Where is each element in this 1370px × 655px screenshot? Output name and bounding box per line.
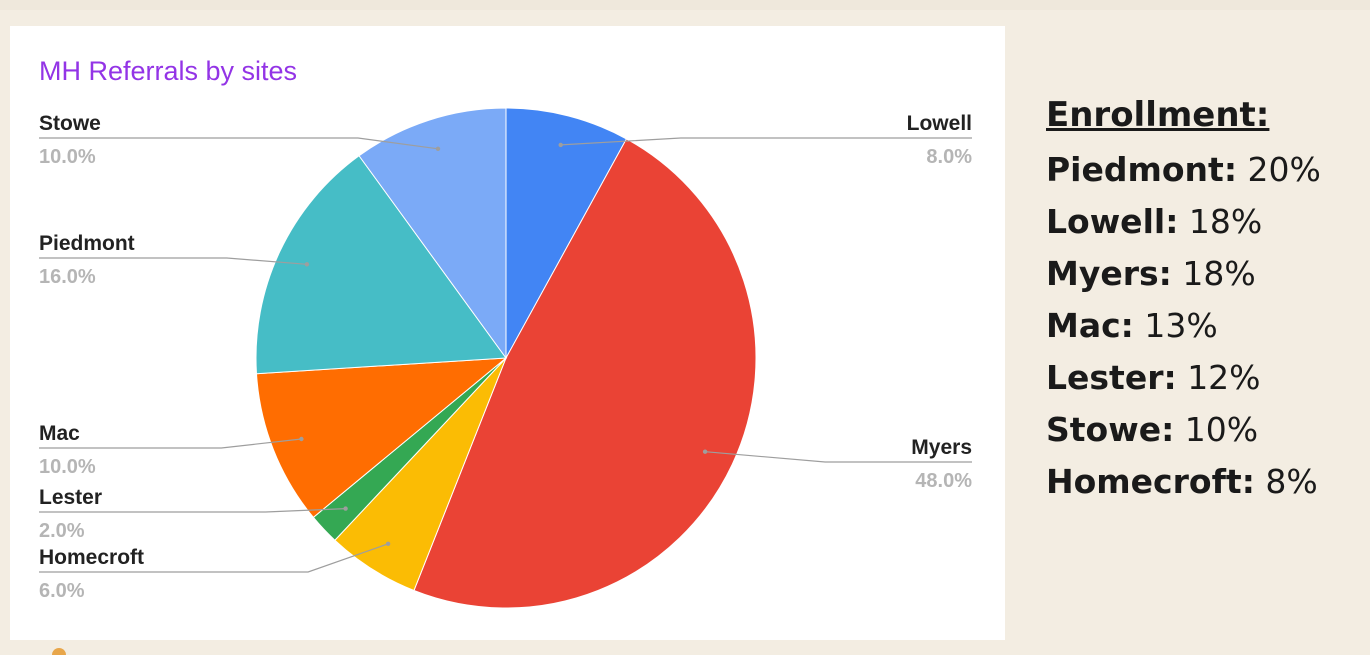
slice-pct-homecroft: 6.0% <box>39 580 85 602</box>
pie-chart-card: Lowell 8.0% Myers 48.0% Homecroft 6.0% Lester 2… <box>10 26 1005 640</box>
enrollment-row: Stowe: 10% <box>1046 404 1366 456</box>
leader-line-myers <box>705 451 972 463</box>
enrollment-pct: 8% <box>1265 462 1318 501</box>
leader-dot-myers <box>702 449 708 454</box>
leader-dot-lester <box>343 506 348 511</box>
enrollment-site: Myers: <box>1046 254 1172 293</box>
leader-dot-stowe <box>435 146 441 151</box>
leader-line-piedmont <box>39 257 307 265</box>
leader-dot-lowell <box>558 142 563 148</box>
slice-label-lowell: Lowell <box>907 112 972 135</box>
enrollment-panel: Enrollment: Piedmont: 20% Lowell: 18% My… <box>1046 92 1366 508</box>
slice-pct-myers: 48.0% <box>915 470 972 492</box>
enrollment-pct: 13% <box>1144 306 1218 345</box>
slice-pct-mac: 10.0% <box>39 456 96 478</box>
slice-label-homecroft: Homecroft <box>39 546 144 569</box>
slice-label-myers: Myers <box>911 436 972 459</box>
enrollment-site: Piedmont: <box>1046 150 1238 189</box>
slice-pct-stowe: 10.0% <box>39 146 96 168</box>
enrollment-row: Myers: 18% <box>1046 248 1366 300</box>
pie-chart: Lowell 8.0% Myers 48.0% Homecroft 6.0% Lester 2… <box>39 107 972 609</box>
enrollment-pct: 18% <box>1188 202 1263 241</box>
enrollment-row: Lowell: 18% <box>1046 196 1366 248</box>
leader-dot-homecroft <box>385 541 391 546</box>
leader-line-mac <box>39 438 302 449</box>
slice-label-mac: Mac <box>39 422 80 445</box>
slice-label-piedmont: Piedmont <box>39 232 135 255</box>
leader-dot-piedmont <box>304 262 310 267</box>
enrollment-site: Lester: <box>1046 358 1177 397</box>
enrollment-row: Homecroft: 8% <box>1046 456 1366 508</box>
slice-pct-lowell: 8.0% <box>926 146 972 168</box>
slice-label-lester: Lester <box>39 486 102 509</box>
leader-line-homecroft <box>39 543 389 573</box>
chart-title: MH Referrals by sites <box>39 56 298 86</box>
pie-slice-piedmont <box>255 155 507 375</box>
slice-label-stowe: Stowe <box>39 112 101 135</box>
leader-line-lowell <box>560 137 972 146</box>
leader-line-lester <box>39 508 346 513</box>
slice-pct-lester: 2.0% <box>39 520 85 542</box>
enrollment-row: Lester: 12% <box>1046 352 1366 404</box>
pie-slice-myers <box>413 138 757 609</box>
pie-slice-stowe <box>358 107 507 360</box>
slice-pct-piedmont: 16.0% <box>39 266 96 288</box>
decorative-dot <box>52 648 66 655</box>
leader-line-stowe <box>39 137 439 150</box>
top-strip <box>0 0 1370 10</box>
enrollment-row: Piedmont: 20% <box>1046 144 1366 196</box>
enrollment-site: Lowell: <box>1046 202 1179 241</box>
enrollment-pct: 10% <box>1184 410 1259 449</box>
enrollment-site: Mac: <box>1046 306 1134 345</box>
enrollment-heading: Enrollment: <box>1046 95 1270 135</box>
enrollment-site: Stowe: <box>1046 410 1175 449</box>
leader-dot-mac <box>299 436 304 442</box>
enrollment-pct: 12% <box>1187 358 1261 397</box>
enrollment-pct: 18% <box>1182 254 1256 293</box>
enrollment-pct: 20% <box>1247 150 1321 189</box>
enrollment-row: Mac: 13% <box>1046 300 1366 352</box>
enrollment-site: Homecroft: <box>1046 462 1255 501</box>
pie-slice-lowell <box>505 107 628 359</box>
